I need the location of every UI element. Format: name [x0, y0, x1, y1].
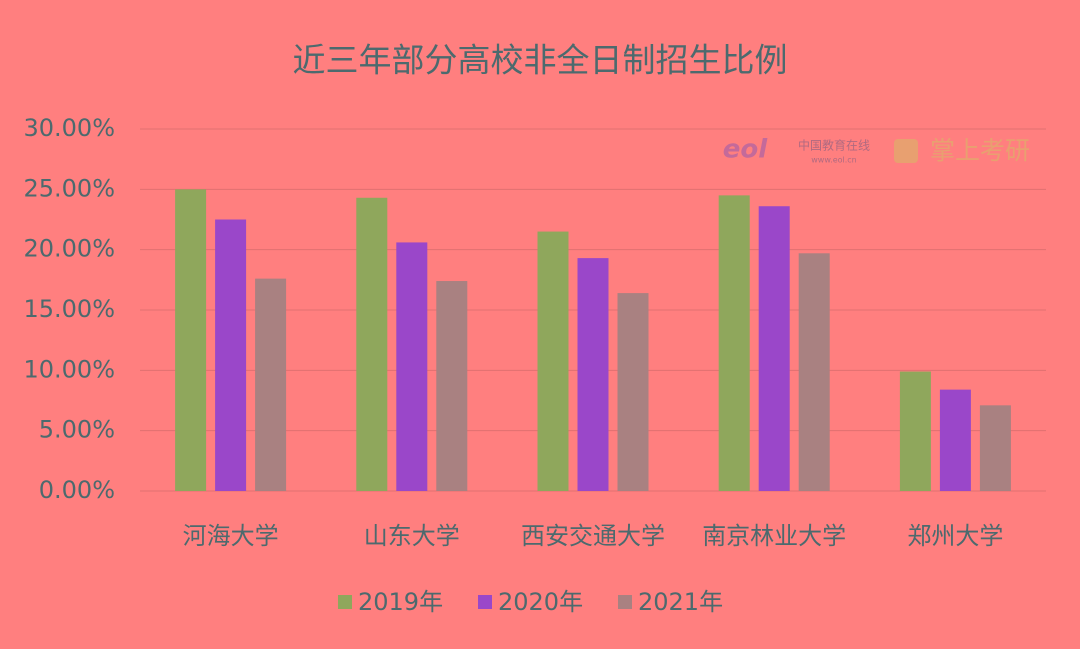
bar: [175, 189, 207, 492]
legend-label: 2020年: [498, 588, 583, 616]
y-tick-label: 0.00%: [39, 476, 115, 504]
bar: [215, 219, 247, 491]
y-tick-label: 25.00%: [23, 174, 115, 202]
bar: [758, 206, 790, 491]
bar: [979, 405, 1011, 491]
bar: [356, 197, 388, 491]
bar: [537, 231, 569, 492]
watermark-text: 中国教育在线: [798, 138, 870, 153]
bar: [396, 242, 428, 491]
legend-label: 2019年: [358, 588, 443, 616]
watermark-logo: eol: [723, 135, 768, 165]
bar: [617, 293, 649, 491]
y-tick-label: 15.00%: [23, 295, 115, 323]
x-tick-label: 西安交通大学: [521, 522, 665, 550]
bar: [577, 258, 609, 491]
y-tick-label: 10.00%: [23, 355, 115, 383]
x-tick-label: 山东大学: [364, 522, 460, 550]
bar: [436, 281, 468, 491]
bar: [939, 389, 971, 491]
bar: [255, 278, 287, 491]
x-tick-label: 南京林业大学: [702, 522, 846, 550]
bar: [798, 253, 830, 491]
legend-label: 2021年: [638, 588, 723, 616]
watermark-icon: [894, 139, 918, 163]
bar: [718, 195, 750, 491]
bar: [899, 371, 931, 491]
x-tick-label: 河海大学: [183, 522, 279, 550]
x-tick-label: 郑州大学: [907, 522, 1003, 550]
legend-swatch: [338, 595, 352, 609]
watermark-text: 掌上考研: [930, 136, 1030, 165]
legend-swatch: [478, 595, 492, 609]
watermark-url: www.eol.cn: [811, 156, 857, 165]
y-tick-label: 30.00%: [23, 114, 115, 142]
legend-swatch: [618, 595, 632, 609]
chart-title: 近三年部分高校非全日制招生比例: [293, 41, 788, 80]
y-tick-label: 20.00%: [23, 235, 115, 263]
y-tick-label: 5.00%: [39, 416, 115, 444]
